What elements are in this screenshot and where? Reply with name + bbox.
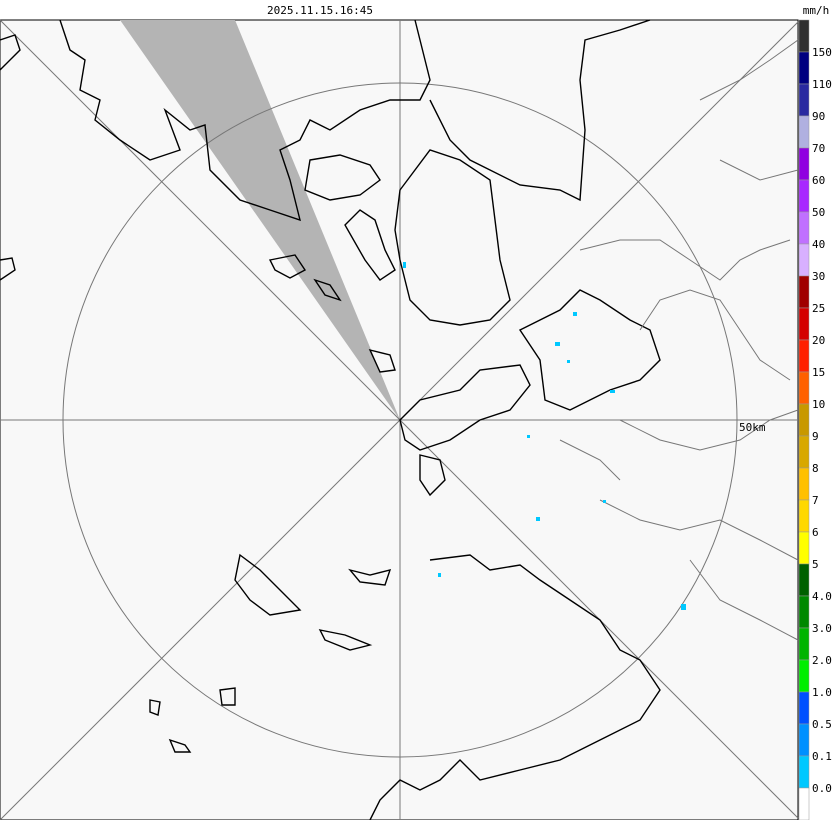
legend-swatch [798,83,810,117]
legend-label: 70 [812,142,825,155]
legend-swatch [798,243,810,277]
legend-label: 0.5 [812,718,832,731]
legend-swatch [798,211,810,245]
legend-swatch [798,275,810,309]
legend-label: 1.0 [812,686,832,699]
legend-label: 15 [812,366,825,379]
boundary [559,39,799,641]
legend-label: 8 [812,462,819,475]
legend-swatch [798,755,810,789]
legend-label: 2.0 [812,654,832,667]
legend-label: 40 [812,238,825,251]
legend-swatch [798,499,810,533]
coastline [0,19,661,821]
legend-swatch [798,563,810,597]
legend-swatch [798,307,810,341]
legend-label: 0.0 [812,782,832,795]
legend-swatch [798,723,810,757]
legend: 150 110 90 70 60 50 40 30 25 20 15 10 9 8 7 6 5 4.0 3.0 2.0… [798,19,832,821]
legend-swatch [798,531,810,565]
legend-swatch [798,435,810,469]
beam-blockage [120,20,400,420]
legend-swatch [798,115,810,149]
crosshair [0,21,799,821]
rain-echo [403,262,686,610]
legend-swatch [798,371,810,405]
legend-swatch [798,147,810,181]
timestamp: 2025.11.15.16:45 [267,4,373,17]
legend-swatch [798,403,810,437]
legend-swatch [798,595,810,629]
legend-swatch [798,691,810,725]
legend-label: 60 [812,174,825,187]
legend-label: 10 [812,398,825,411]
crosshair [0,19,799,819]
legend-swatch [798,787,810,821]
legend-swatch [798,339,810,373]
legend-label: 9 [812,430,819,443]
legend-label: 25 [812,302,825,315]
legend-swatch [798,179,810,213]
legend-label: 5 [812,558,819,571]
legend-label: 7 [812,494,819,507]
legend-label: 110 [812,78,832,91]
legend-swatch [798,659,810,693]
range-label: 50km [739,421,766,434]
legend-swatch [798,627,810,661]
legend-label: 6 [812,526,819,539]
legend-label: 90 [812,110,825,123]
map-layer [0,19,799,821]
legend-label: 50 [812,206,825,219]
legend-label: 150 [812,46,832,59]
legend-swatch [798,467,810,501]
unit-label: mm/h [803,4,830,17]
legend-label: 30 [812,270,825,283]
legend-label: 20 [812,334,825,347]
legend-label: 0.1 [812,750,832,763]
legend-swatch [798,19,810,53]
legend-label: 4.0 [812,590,832,603]
legend-label: 3.0 [812,622,832,635]
legend-swatch [798,51,810,85]
